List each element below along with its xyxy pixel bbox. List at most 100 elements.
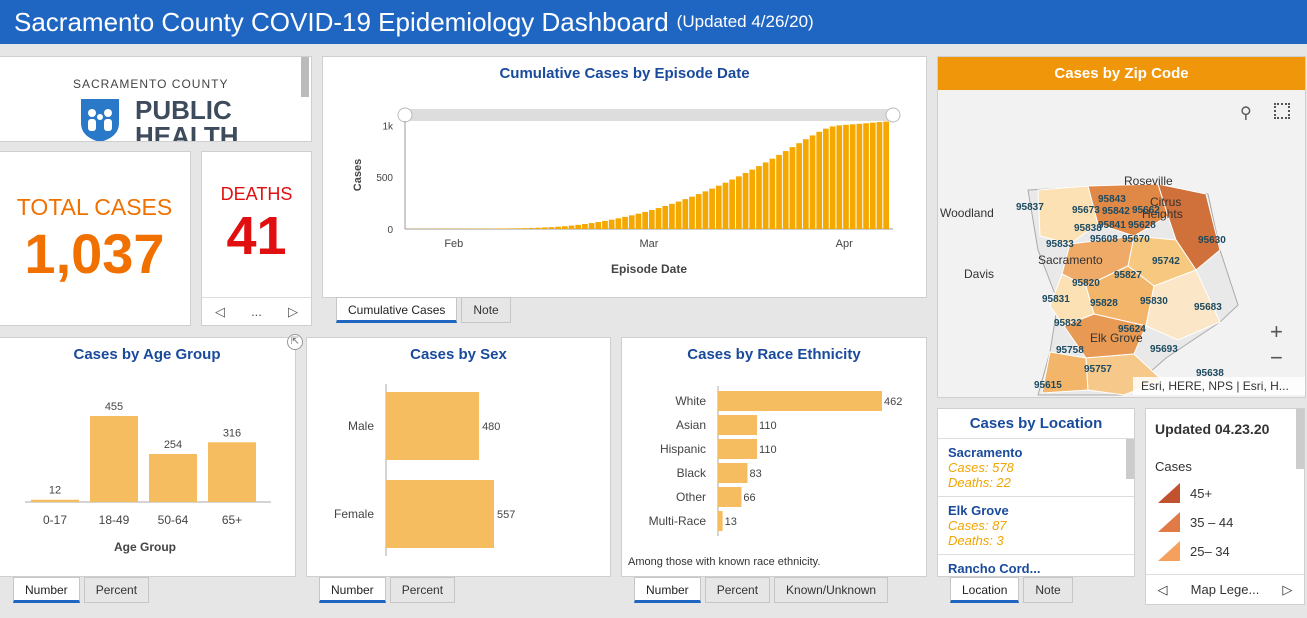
legend-row: 35 – 44 [1158,512,1304,532]
map-search-icon[interactable]: ⚲ [1240,105,1252,122]
logo-health: HEALTH [135,121,239,142]
race-note: Among those with known race ethnicity. [628,556,821,568]
zip-label: 95830 [1140,296,1168,307]
x-axis-label: Episode Date [611,262,687,276]
sex-bar [386,392,480,460]
data-label: 462 [884,396,902,408]
sex-bar [386,480,494,548]
zip-label: 95638 [1196,368,1224,379]
cumulative-bar [762,162,769,229]
race-bar [718,415,758,435]
age-chart: 12 0-17 455 18-49 254 50-64 316 65+ Age Group [25,401,271,554]
cumulative-bar [756,166,762,229]
deaths-pager: ... [251,304,262,319]
cumulative-bar [669,203,675,229]
zip-label: 95683 [1194,302,1222,313]
range-handle-left-icon[interactable] [397,107,413,123]
total-cases-label: TOTAL CASES [16,194,173,220]
x-tick-label: 65+ [222,513,242,527]
race-title: Cases by Race Ethnicity [687,346,861,363]
race-bar [718,463,748,483]
tab-age-percent[interactable]: Percent [83,577,150,603]
y-tick-label: Multi-Race [649,514,707,528]
location-scrollbar[interactable] [1126,439,1134,479]
x-tick-label: Apr [836,238,853,250]
cumulative-bar [521,228,528,229]
cumulative-bar [715,185,722,229]
y-tick-label: Other [676,490,706,504]
range-handle-right-icon[interactable] [885,107,901,123]
legend-next-icon[interactable]: ▷ [1282,581,1293,597]
race-bar [718,391,882,411]
tab-cumulative-note[interactable]: Note [461,297,511,323]
tab-race-number[interactable]: Number [634,577,701,603]
legend-pager: Map Lege... [1190,582,1260,597]
dashboard-header: Sacramento County COVID-19 Epidemiology … [0,0,1307,44]
y-tick-label: Male [348,419,374,433]
tab-sex-percent[interactable]: Percent [389,577,456,603]
list-item[interactable]: Rancho Cord... [938,555,1134,576]
x-tick-label: 0-17 [43,513,67,527]
deaths-prev-icon[interactable]: ◁ [215,303,226,319]
race-bar [718,487,742,507]
cumulative-bar [736,176,742,229]
zoom-in-button[interactable]: + [1270,319,1283,344]
cumulative-bar [548,227,555,229]
data-label: 557 [497,509,515,521]
map-attribution: Esri, HERE, NPS | Esri, H... [1133,377,1305,395]
race-bar [718,439,758,459]
tab-cumulative-cases[interactable]: Cumulative Cases [336,297,458,323]
tab-location-note[interactable]: Note [1023,577,1073,603]
zip-label: 95758 [1056,345,1084,356]
tab-location[interactable]: Location [950,577,1020,603]
zip-map[interactable]: Roseville Woodland Davis Sacramento Elk Grov… [938,90,1306,398]
tab-sex-number[interactable]: Number [319,577,386,603]
age-bar [90,416,138,502]
cumulative-bar [829,126,836,229]
zip-label: 95828 [1090,298,1118,309]
cumulative-bar [622,216,628,229]
zip-label: 95670 [1122,234,1150,245]
public-health-logo-icon [81,99,119,141]
tab-race-percent[interactable]: Percent [704,577,771,603]
legend-prev-icon[interactable]: ◁ [1157,581,1168,597]
zip-label: 95827 [1114,270,1142,281]
x-tick-label: 18-49 [99,513,130,527]
cumulative-chart: 1k 500 0 Feb Mar Apr Episode Date Cases [352,107,901,276]
zip-panel: Cases by Zip Code Roseville Woodland Davis… [937,56,1306,398]
cumulative-bar [588,223,595,229]
race-panel: Cases by Race Ethnicity 462 White 110 Asian… [621,337,927,577]
list-item[interactable]: Elk Grove Cases: 87 Deaths: 3 [938,497,1134,555]
x-tick-label: 50-64 [158,513,189,527]
cumulative-bar [776,154,782,229]
legend-scrollbar[interactable] [1296,409,1304,469]
total-cases-value: 1,037 [24,222,165,285]
zip-label: 95757 [1084,364,1112,375]
tab-race-known[interactable]: Known/Unknown [774,577,889,603]
legend-swatch-icon [1158,483,1180,503]
logo-scrollbar[interactable] [301,57,309,97]
data-label: 455 [105,401,123,413]
data-label: 480 [482,421,500,433]
cumulative-bar [675,201,682,229]
cumulative-bar [796,143,802,229]
cumulative-title: Cumulative Cases by Episode Date [499,65,750,82]
deaths-label: DEATHS [220,184,293,204]
data-label: 316 [223,427,241,439]
location-list[interactable]: Sacramento Cases: 578 Deaths: 22 Elk Gro… [938,438,1134,576]
y-tick-label: Female [334,507,374,521]
deaths-next-icon[interactable]: ▷ [287,303,298,319]
y-tick-label: Black [677,466,707,480]
cumulative-bar [823,128,829,229]
expand-icon[interactable]: ⇱ [287,334,303,350]
cumulative-bar [782,151,789,229]
map-place-label: Davis [964,267,994,281]
tab-age-number[interactable]: Number [13,577,80,603]
zoom-out-button[interactable]: − [1270,345,1283,370]
cumulative-bar [528,227,535,229]
y-tick-label: Hispanic [660,442,706,456]
list-item[interactable]: Sacramento Cases: 578 Deaths: 22 [938,439,1134,497]
cumulative-bar [602,220,608,229]
race-chart: 462 White 110 Asian 110 Hispanic 83 Black 66 Othe… [649,386,902,536]
map-qr-icon[interactable] [1274,103,1290,119]
